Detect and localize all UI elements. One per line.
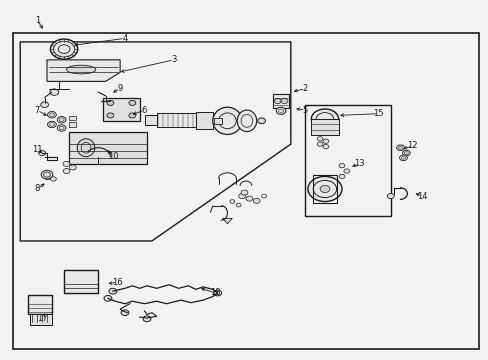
- Circle shape: [402, 150, 409, 156]
- Circle shape: [129, 113, 136, 118]
- Circle shape: [399, 155, 407, 161]
- Circle shape: [57, 125, 66, 131]
- Text: 10: 10: [107, 152, 118, 161]
- Circle shape: [107, 113, 114, 118]
- Circle shape: [63, 161, 70, 166]
- Circle shape: [253, 198, 260, 203]
- Bar: [30, 315, 52, 325]
- Circle shape: [50, 39, 78, 59]
- Text: 14: 14: [416, 192, 427, 201]
- Circle shape: [69, 165, 76, 170]
- Circle shape: [276, 107, 285, 114]
- Bar: [305, 105, 390, 216]
- Bar: [27, 295, 52, 315]
- Ellipse shape: [77, 139, 95, 157]
- Circle shape: [396, 145, 404, 150]
- Circle shape: [245, 196, 252, 201]
- Circle shape: [47, 112, 56, 118]
- Bar: [103, 98, 140, 121]
- Bar: [13, 33, 478, 348]
- Text: 13: 13: [353, 159, 364, 168]
- Circle shape: [213, 290, 221, 296]
- Bar: [64, 270, 98, 293]
- Text: 8: 8: [35, 184, 40, 193]
- Circle shape: [343, 169, 349, 173]
- Circle shape: [320, 185, 329, 193]
- Bar: [157, 113, 195, 127]
- Circle shape: [307, 176, 341, 202]
- Circle shape: [104, 296, 112, 301]
- Bar: [214, 118, 221, 124]
- Circle shape: [241, 190, 247, 195]
- Text: 3: 3: [171, 55, 176, 64]
- Bar: [311, 119, 338, 135]
- Text: 17: 17: [37, 314, 47, 323]
- Text: 6: 6: [142, 105, 147, 114]
- Circle shape: [57, 117, 66, 123]
- Text: 11: 11: [32, 145, 42, 154]
- Text: 1: 1: [35, 16, 40, 25]
- Circle shape: [143, 316, 151, 321]
- Circle shape: [107, 100, 114, 105]
- Text: 12: 12: [407, 141, 417, 150]
- Bar: [195, 112, 212, 129]
- Circle shape: [50, 177, 56, 181]
- Polygon shape: [20, 42, 290, 241]
- Text: 5: 5: [302, 105, 307, 114]
- Circle shape: [323, 144, 328, 149]
- Circle shape: [257, 118, 265, 124]
- Circle shape: [129, 100, 136, 105]
- Circle shape: [317, 136, 323, 141]
- Circle shape: [121, 310, 129, 316]
- Bar: [69, 122, 76, 127]
- Bar: [69, 116, 76, 121]
- Circle shape: [47, 121, 56, 128]
- Circle shape: [317, 142, 323, 146]
- Circle shape: [338, 163, 344, 168]
- Ellipse shape: [237, 110, 256, 132]
- Circle shape: [41, 102, 48, 108]
- Text: 18: 18: [209, 288, 220, 297]
- Polygon shape: [222, 219, 232, 224]
- Text: 7: 7: [35, 105, 40, 114]
- Text: 15: 15: [372, 109, 383, 118]
- Circle shape: [50, 89, 59, 95]
- Circle shape: [386, 194, 393, 199]
- Circle shape: [323, 139, 328, 143]
- Bar: [144, 115, 157, 125]
- Text: 4: 4: [122, 34, 127, 43]
- Text: 9: 9: [117, 84, 122, 93]
- Text: 16: 16: [112, 278, 123, 287]
- Circle shape: [109, 288, 117, 294]
- Ellipse shape: [212, 107, 242, 134]
- Circle shape: [281, 99, 287, 104]
- Polygon shape: [272, 94, 289, 108]
- Polygon shape: [69, 132, 147, 164]
- Ellipse shape: [66, 65, 96, 74]
- Circle shape: [311, 109, 338, 129]
- Bar: [312, 175, 336, 203]
- Polygon shape: [47, 60, 120, 81]
- Circle shape: [41, 170, 53, 179]
- Circle shape: [238, 194, 245, 199]
- Circle shape: [338, 174, 344, 179]
- Circle shape: [274, 99, 281, 104]
- Circle shape: [39, 150, 45, 156]
- Text: 2: 2: [302, 84, 307, 93]
- Circle shape: [63, 168, 70, 174]
